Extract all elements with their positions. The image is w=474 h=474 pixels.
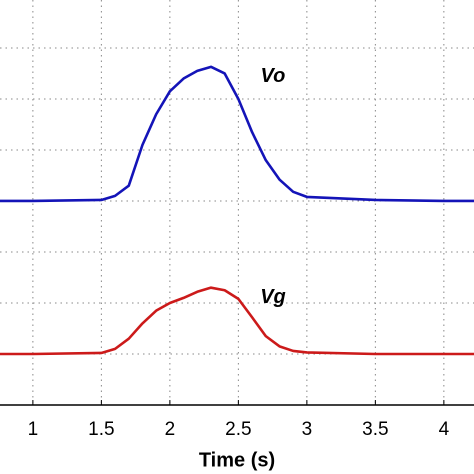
series-label: Vo [261,65,286,87]
series-line [0,65,474,203]
x-tick-label: 4 [439,419,450,440]
x-tick-label: 3.5 [362,419,388,440]
x-tick-label: 3 [302,419,313,440]
x-tick-label: 1 [28,419,39,440]
x-tick-label: 1.5 [88,419,114,440]
x-tick-label: 2.5 [225,419,251,440]
series-line [0,286,474,356]
x-tick-label: 2 [165,419,176,440]
series-label: Vg [260,286,286,308]
x-axis-label: Time (s) [199,449,275,471]
